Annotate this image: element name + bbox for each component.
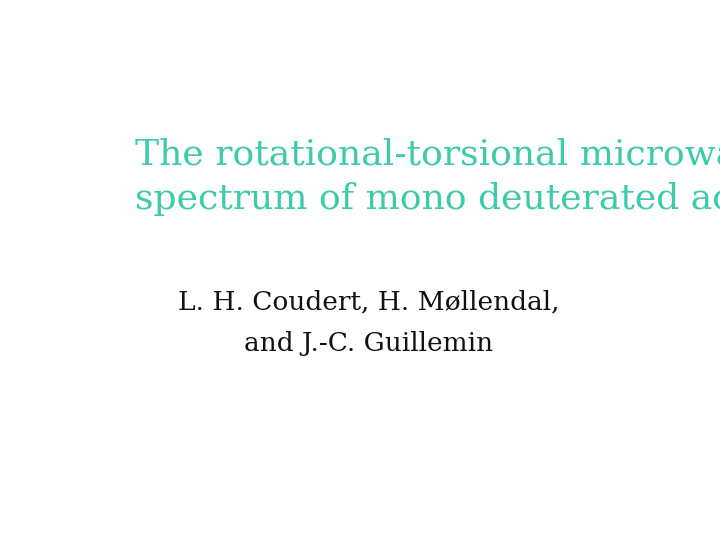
Text: L. H. Coudert, H. Møllendal,
and J.-C. Guillemin: L. H. Coudert, H. Møllendal, and J.-C. G… [179,289,559,356]
Text: The rotational-torsional microwave
spectrum of mono deuterated acetamide: The rotational-torsional microwave spect… [135,138,720,217]
